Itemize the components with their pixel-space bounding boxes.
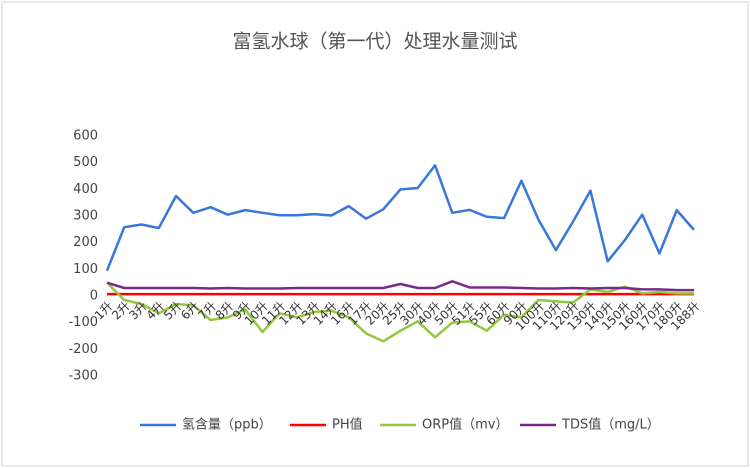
y-tick-label: 300 (73, 209, 98, 224)
y-tick-label: 0 (90, 289, 98, 304)
y-tick-label: 600 (73, 129, 98, 144)
series-line (106, 280, 694, 292)
series-line (106, 281, 694, 343)
y-tick-label: -200 (68, 342, 98, 357)
series-line (105, 164, 695, 272)
legend-label: TDS值（mg/L） (561, 417, 660, 433)
y-tick-label: 400 (73, 182, 98, 197)
y-tick-label: 100 (73, 262, 98, 277)
y-tick-label: -100 (68, 315, 98, 330)
y-tick-label: 200 (73, 235, 98, 250)
legend-label: ORP值（mv） (422, 417, 508, 433)
y-tick-label: -300 (68, 369, 98, 384)
legend-label: PH值 (332, 417, 363, 433)
legend-label: 氢含量（ppb） (182, 417, 272, 433)
chart-title: 富氢水球（第一代）处理水量测试 (232, 31, 517, 53)
y-tick-label: 500 (73, 155, 98, 170)
